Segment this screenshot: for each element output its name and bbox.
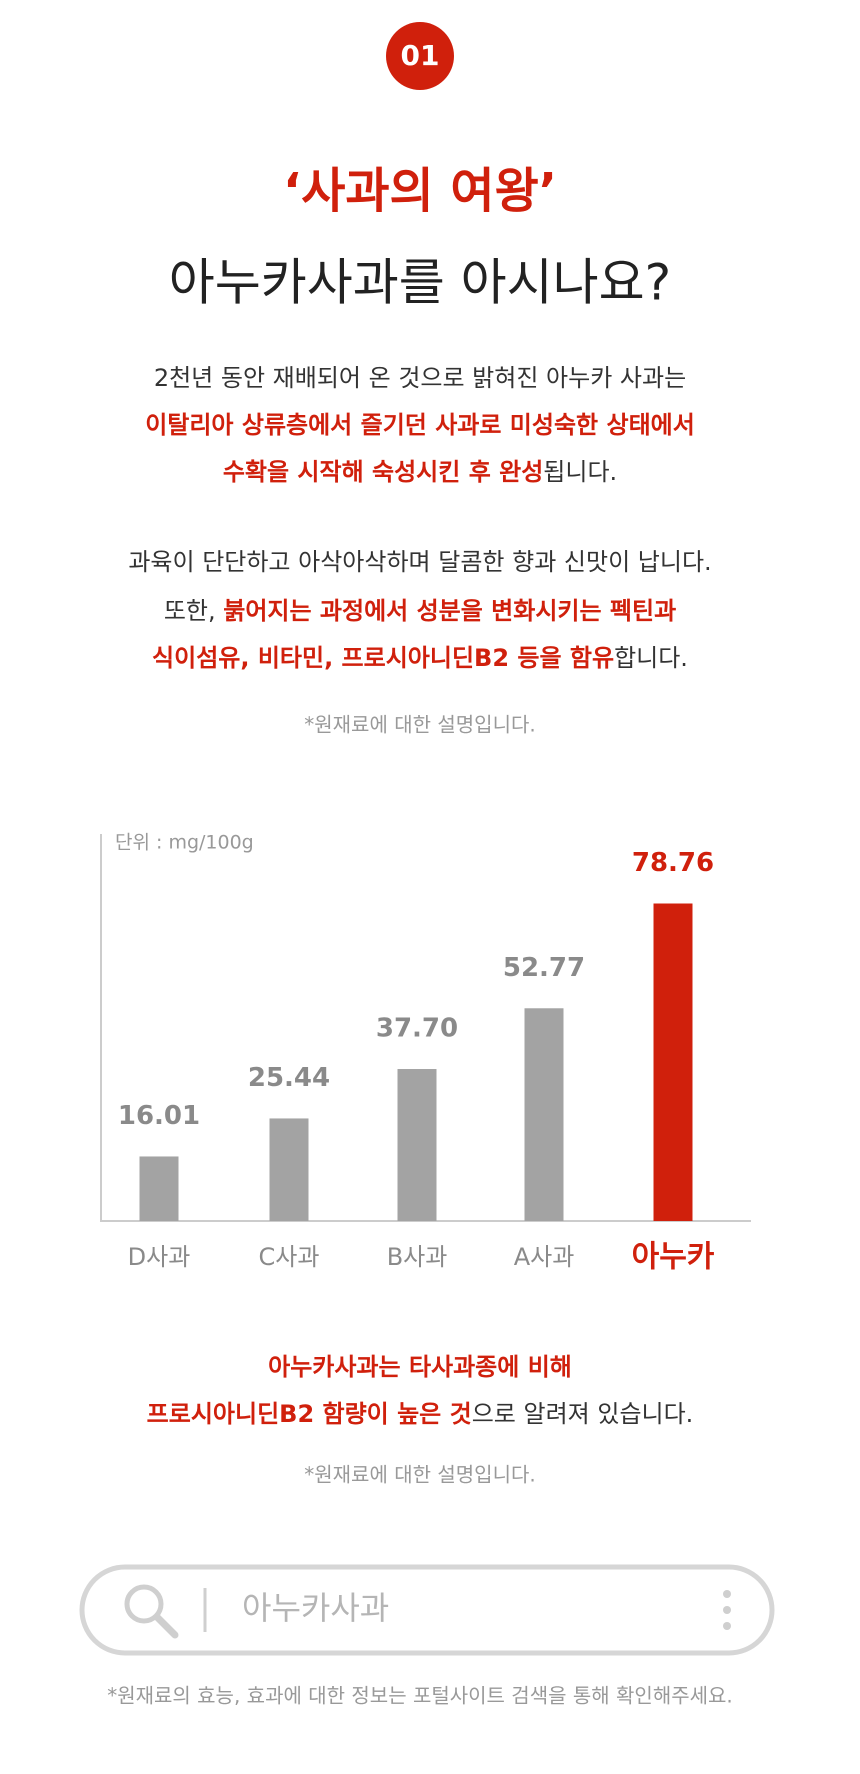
text-line: 프로시아니딘B2 함량이 높은 것으로 알려져 있습니다. (147, 1400, 694, 1428)
x-tick-label: 아누카 (632, 1240, 715, 1275)
emphasis-text: 이탈리아 상류층에서 즐기던 사과로 미성숙한 상태에서 (145, 411, 695, 439)
body-text: 2천년 동안 재배되어 온 것으로 밝혀진 아누카 사과는 (154, 364, 686, 392)
value-label: 16.01 (118, 1101, 200, 1131)
body-text: 과육이 단단하고 아삭아삭하며 달콤한 향과 신맛이 납니다. (128, 548, 711, 576)
text-line: 과육이 단단하고 아삭아삭하며 달콤한 향과 신맛이 납니다. (128, 548, 711, 576)
value-label: 52.77 (503, 953, 585, 983)
value-label: 25.44 (248, 1063, 330, 1093)
body-text: 됩니다. (543, 458, 617, 486)
x-tick-label: D사과 (128, 1243, 191, 1271)
body-text: 또한, (164, 597, 223, 625)
body-text: 으로 알려져 있습니다. (472, 1400, 694, 1428)
value-label: 37.70 (376, 1014, 458, 1044)
search-bar[interactable] (79, 1564, 775, 1656)
x-tick-label: A사과 (514, 1243, 575, 1271)
note: *원재료에 대한 설명입니다. (304, 713, 535, 737)
unit-label: 단위 : mg/100g (115, 832, 254, 854)
search-placeholder[interactable]: 아누카사과 (242, 1589, 389, 1627)
text-line: 아누카사과는 타사과종에 비해 (268, 1353, 572, 1381)
body-text: 합니다. (614, 644, 688, 672)
bar (524, 1008, 564, 1221)
search-icon (124, 1584, 164, 1624)
menu-dot[interactable] (723, 1622, 731, 1630)
emphasis-text: 수확을 시작해 숙성시킨 후 완성 (223, 458, 543, 486)
bar (397, 1069, 437, 1221)
footer-note: *원재료의 효능, 효과에 대한 정보는 포털사이트 검색을 통해 확인해주세요… (107, 1684, 733, 1708)
menu-dot[interactable] (723, 1590, 731, 1598)
x-tick-label: B사과 (387, 1243, 448, 1271)
emphasis-text: 식이섬유, 비타민, 프로시아니딘B2 등을 함유 (152, 644, 614, 672)
badge-text: 01 (401, 39, 440, 72)
bar (269, 1118, 309, 1221)
heading: 아누카사과를 아시나요? (169, 254, 671, 312)
search-icon (153, 1613, 179, 1639)
heading-emphasis: ‘사과의 여왕’ (283, 163, 557, 219)
value-label: 78.76 (632, 848, 714, 878)
emphasis-text: 프로시아니딘B2 함량이 높은 것 (147, 1400, 472, 1428)
bar (653, 903, 693, 1221)
text-line: 또한, 붉어지는 과정에서 성분을 변화시키는 펙틴과 (164, 597, 676, 625)
text-line: 이탈리아 상류층에서 즐기던 사과로 미성숙한 상태에서 (145, 411, 695, 439)
x-tick-label: C사과 (259, 1243, 320, 1271)
emphasis-text: 아누카사과는 타사과종에 비해 (268, 1353, 572, 1381)
text-line: 2천년 동안 재배되어 온 것으로 밝혀진 아누카 사과는 (154, 364, 686, 392)
bar (139, 1156, 179, 1221)
menu-dot[interactable] (723, 1606, 731, 1614)
text-line: 식이섬유, 비타민, 프로시아니딘B2 등을 함유합니다. (152, 644, 688, 672)
emphasis-text: 붉어지는 과정에서 성분을 변화시키는 펙틴과 (223, 597, 676, 625)
text-line: 수확을 시작해 숙성시킨 후 완성됩니다. (223, 458, 617, 486)
badge-circle (386, 22, 454, 90)
chart: 단위 : mg/100g 16.01 D사과 25.44 C사과 37.70 B사과 52.… (100, 832, 751, 1275)
note: *원재료에 대한 설명입니다. (304, 1463, 535, 1487)
